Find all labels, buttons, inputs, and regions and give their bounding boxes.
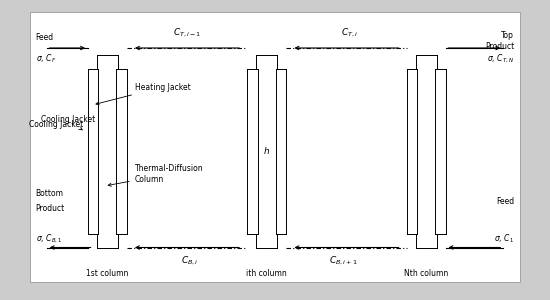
Text: $\sigma$, $C_{B,1}$: $\sigma$, $C_{B,1}$	[36, 232, 62, 244]
Text: Cooling Jacket: Cooling Jacket	[29, 120, 83, 129]
Text: $C_{B,i+1}$: $C_{B,i+1}$	[329, 255, 358, 267]
Text: $C_{T,i-1}$: $C_{T,i-1}$	[173, 27, 201, 39]
Text: Cooling Jacket: Cooling Jacket	[41, 116, 96, 130]
Bar	[30, 12, 520, 282]
Text: Product: Product	[485, 42, 514, 51]
Text: $\sigma$, $C_F$: $\sigma$, $C_F$	[36, 52, 56, 65]
Text: Bottom: Bottom	[36, 189, 64, 198]
Text: Top: Top	[502, 32, 514, 40]
Text: Feed: Feed	[36, 33, 54, 42]
Text: $C_{B,i}$: $C_{B,i}$	[181, 255, 199, 267]
Text: $\sigma$, $C_1$: $\sigma$, $C_1$	[494, 232, 514, 245]
Text: 1st column: 1st column	[86, 268, 129, 278]
Text: $\sigma$, $C_{T,N}$: $\sigma$, $C_{T,N}$	[487, 52, 514, 64]
Text: h: h	[264, 147, 270, 156]
Text: Product: Product	[36, 204, 65, 213]
Text: Feed: Feed	[496, 196, 514, 206]
Text: Heating Jacket: Heating Jacket	[96, 82, 190, 105]
Text: $C_{T,i}$: $C_{T,i}$	[340, 27, 358, 39]
Text: ith column: ith column	[246, 268, 287, 278]
Text: Thermal-Diffusion
Column: Thermal-Diffusion Column	[108, 164, 204, 186]
Text: Nth column: Nth column	[404, 268, 448, 278]
